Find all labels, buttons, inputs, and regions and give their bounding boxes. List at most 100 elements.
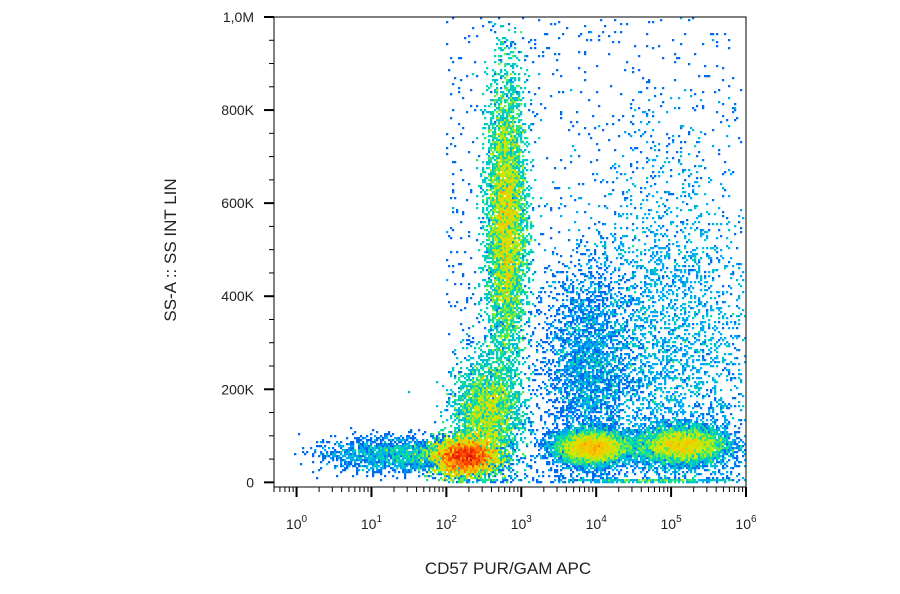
density-cell <box>656 423 659 426</box>
density-cell <box>678 457 681 460</box>
density-cell <box>376 443 379 446</box>
density-cell <box>384 457 387 460</box>
density-cell <box>332 447 335 450</box>
density-cell <box>420 467 423 470</box>
density-cell <box>508 455 511 458</box>
density-cell <box>322 457 325 460</box>
density-cell <box>672 465 675 468</box>
density-cell <box>472 425 475 428</box>
density-cell <box>604 473 607 476</box>
density-cell <box>486 455 489 458</box>
density-cell <box>604 413 607 416</box>
density-cell <box>462 481 465 484</box>
density-cell <box>708 435 711 438</box>
density-cell <box>536 441 539 444</box>
density-cell <box>594 473 597 476</box>
density-cell <box>676 415 679 418</box>
density-cell <box>614 431 617 434</box>
density-cell <box>676 443 679 446</box>
density-cell <box>478 457 481 460</box>
density-cell <box>442 443 445 446</box>
density-cell <box>572 425 575 428</box>
density-cell <box>426 465 429 468</box>
density-cell <box>316 445 319 448</box>
density-cell <box>448 465 451 468</box>
density-cell <box>452 481 455 484</box>
density-cell <box>326 441 329 444</box>
density-cell <box>718 451 721 454</box>
density-cell <box>660 441 663 444</box>
density-cell <box>394 451 397 454</box>
density-cell <box>698 445 701 448</box>
density-cell <box>676 465 679 468</box>
density-cell <box>712 407 715 410</box>
density-cell <box>594 455 597 458</box>
density-cell <box>694 479 697 482</box>
density-cell <box>460 403 463 406</box>
density-cell <box>488 427 491 430</box>
density-cell <box>554 399 557 402</box>
density-cell <box>708 413 711 416</box>
density-cell <box>622 453 625 456</box>
density-cell <box>708 447 711 450</box>
density-cell <box>324 449 327 452</box>
density-cell <box>542 457 545 460</box>
density-cell <box>644 479 647 482</box>
density-cell <box>466 425 469 428</box>
density-cell <box>460 449 463 452</box>
density-cell <box>566 433 569 436</box>
density-cell <box>394 469 397 472</box>
density-cell <box>400 455 403 458</box>
density-cell <box>646 435 649 438</box>
density-cell <box>596 401 599 404</box>
density-cell <box>712 471 715 474</box>
density-cell <box>630 433 633 436</box>
density-cell <box>612 479 615 482</box>
density-cell <box>328 455 331 458</box>
density-cell <box>572 443 575 446</box>
density-cell <box>510 411 513 414</box>
density-cell <box>708 457 711 460</box>
density-cell <box>666 435 669 438</box>
density-cell <box>716 459 719 462</box>
density-cell <box>670 421 673 424</box>
density-cell <box>722 453 725 456</box>
density-cell <box>362 449 365 452</box>
density-cell <box>384 435 387 438</box>
density-cell <box>598 435 601 438</box>
density-cell <box>428 461 431 464</box>
density-cell <box>652 459 655 462</box>
density-cell <box>618 403 621 406</box>
density-cell <box>472 411 475 414</box>
density-cell <box>576 461 579 464</box>
density-cell <box>332 459 335 462</box>
density-cell <box>466 441 469 444</box>
density-cell <box>664 467 667 470</box>
density-cell <box>592 459 595 462</box>
density-cell <box>492 427 495 430</box>
density-cell <box>426 455 429 458</box>
density-cell <box>376 461 379 464</box>
density-cell <box>300 463 303 466</box>
density-cell <box>492 447 495 450</box>
density-cell <box>640 409 643 412</box>
density-cell <box>738 419 741 422</box>
density-cell <box>716 427 719 430</box>
density-cell <box>350 447 353 450</box>
density-cell <box>710 423 713 426</box>
density-cell <box>468 405 471 408</box>
density-cell <box>516 417 519 420</box>
density-cell <box>632 479 635 482</box>
density-cell <box>600 459 603 462</box>
density-cell <box>552 461 555 464</box>
density-cell <box>690 413 693 416</box>
density-cell <box>498 471 501 474</box>
density-cell <box>468 431 471 434</box>
density-cell <box>522 431 525 434</box>
density-cell <box>510 433 513 436</box>
density-cell <box>662 405 665 408</box>
density-cell <box>684 429 687 432</box>
density-cell <box>724 463 727 466</box>
density-cell <box>512 447 515 450</box>
density-cell <box>582 405 585 408</box>
